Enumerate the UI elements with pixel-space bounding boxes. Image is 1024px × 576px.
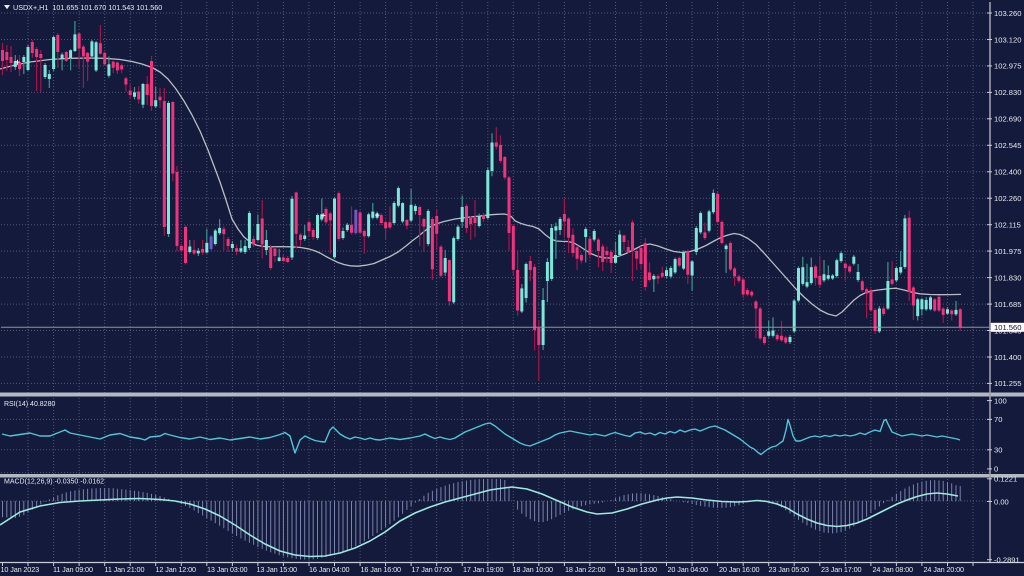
svg-text:0: 0 [994, 465, 998, 474]
svg-text:0.00: 0.00 [994, 497, 1009, 506]
svg-text:RSI(14) 40.8280: RSI(14) 40.8280 [4, 401, 55, 408]
svg-text:102.690: 102.690 [994, 115, 1021, 124]
svg-text:23 Jan 17:00: 23 Jan 17:00 [821, 565, 861, 574]
svg-text:102.975: 102.975 [994, 62, 1021, 71]
svg-text:USDX+,H1 101.655 101.670 101.: USDX+,H1 101.655 101.670 101.543 101.560 [13, 3, 162, 12]
svg-text:101.975: 101.975 [994, 247, 1021, 256]
svg-text:10 Jan 2023: 10 Jan 2023 [1, 565, 40, 574]
svg-text:100: 100 [994, 396, 1007, 405]
svg-text:101.830: 101.830 [994, 273, 1021, 282]
svg-text:MACD(12,26,9) -0.0350 -0.0162: MACD(12,26,9) -0.0350 -0.0162 [4, 479, 104, 486]
svg-text:16 Jan 16:00: 16 Jan 16:00 [361, 565, 401, 574]
svg-text:103.260: 103.260 [994, 9, 1021, 18]
svg-text:13 Jan 03:00: 13 Jan 03:00 [207, 565, 247, 574]
svg-text:101.560: 101.560 [994, 323, 1021, 332]
svg-text:102.400: 102.400 [994, 168, 1021, 177]
svg-text:101.400: 101.400 [994, 353, 1021, 362]
svg-text:102.545: 102.545 [994, 141, 1021, 150]
svg-text:70: 70 [994, 415, 1002, 424]
svg-text:11 Jan 09:00: 11 Jan 09:00 [53, 565, 93, 574]
svg-text:18 Jan 10:00: 18 Jan 10:00 [513, 565, 553, 574]
svg-text:12 Jan 12:00: 12 Jan 12:00 [156, 565, 196, 574]
svg-text:18 Jan 22:00: 18 Jan 22:00 [565, 565, 605, 574]
svg-text:0.1221: 0.1221 [994, 475, 1017, 484]
svg-text:13 Jan 15:00: 13 Jan 15:00 [257, 565, 297, 574]
svg-text:30: 30 [994, 446, 1002, 455]
svg-text:20 Jan 16:00: 20 Jan 16:00 [719, 565, 759, 574]
svg-text:102.115: 102.115 [994, 220, 1021, 229]
svg-text:16 Jan 04:00: 16 Jan 04:00 [309, 565, 349, 574]
svg-text:24 Jan 20:00: 24 Jan 20:00 [924, 565, 964, 574]
svg-text:-0.2891: -0.2891 [994, 556, 1020, 565]
svg-text:17 Jan 07:00: 17 Jan 07:00 [412, 565, 452, 574]
svg-text:102.830: 102.830 [994, 88, 1021, 97]
svg-text:102.260: 102.260 [994, 194, 1021, 203]
svg-text:19 Jan 13:00: 19 Jan 13:00 [617, 565, 657, 574]
svg-text:20 Jan 04:00: 20 Jan 04:00 [668, 565, 708, 574]
svg-text:24 Jan 08:00: 24 Jan 08:00 [873, 565, 913, 574]
svg-text:11 Jan 21:00: 11 Jan 21:00 [105, 565, 145, 574]
svg-text:17 Jan 19:00: 17 Jan 19:00 [463, 565, 503, 574]
svg-text:101.255: 101.255 [994, 379, 1021, 388]
svg-text:103.120: 103.120 [994, 35, 1021, 44]
svg-text:23 Jan 05:00: 23 Jan 05:00 [769, 565, 809, 574]
svg-text:101.685: 101.685 [994, 300, 1021, 309]
